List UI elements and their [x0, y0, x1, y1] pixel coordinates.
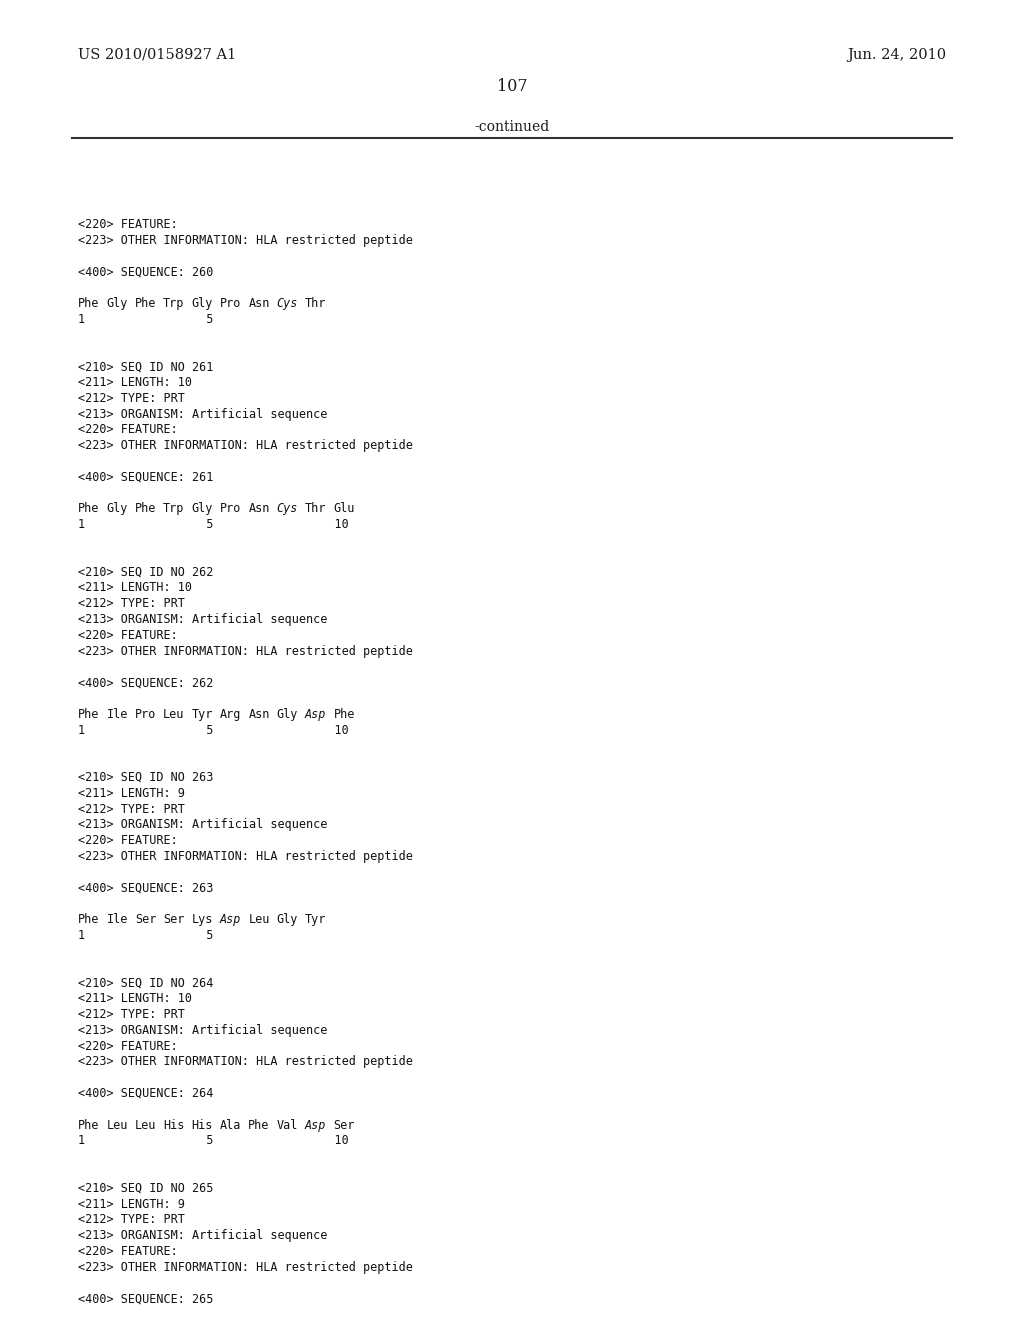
Text: Jun. 24, 2010: Jun. 24, 2010: [847, 48, 946, 62]
Text: Thr: Thr: [305, 503, 327, 515]
Text: Ala: Ala: [220, 1118, 242, 1131]
Text: Leu: Leu: [135, 1118, 156, 1131]
Text: Phe: Phe: [334, 708, 354, 721]
Text: <220> FEATURE:: <220> FEATURE:: [78, 424, 178, 437]
Text: 1                 5                 10: 1 5 10: [78, 723, 349, 737]
Text: 1                 5                 10: 1 5 10: [78, 1134, 349, 1147]
Text: 1                 5: 1 5: [78, 313, 213, 326]
Text: Phe: Phe: [248, 1118, 269, 1131]
Text: <210> SEQ ID NO 264: <210> SEQ ID NO 264: [78, 977, 213, 990]
Text: Cys: Cys: [276, 503, 298, 515]
Text: Trp: Trp: [163, 297, 184, 310]
Text: His: His: [191, 1118, 213, 1131]
Text: Asn: Asn: [248, 503, 269, 515]
Text: <223> OTHER INFORMATION: HLA restricted peptide: <223> OTHER INFORMATION: HLA restricted …: [78, 234, 413, 247]
Text: His: His: [163, 1118, 184, 1131]
Text: <210> SEQ ID NO 265: <210> SEQ ID NO 265: [78, 1181, 213, 1195]
Text: <400> SEQUENCE: 260: <400> SEQUENCE: 260: [78, 265, 213, 279]
Text: Leu: Leu: [248, 913, 269, 927]
Text: Glu: Glu: [334, 503, 354, 515]
Text: Lys: Lys: [191, 913, 213, 927]
Text: Cys: Cys: [276, 297, 298, 310]
Text: Gly: Gly: [276, 913, 298, 927]
Text: <213> ORGANISM: Artificial sequence: <213> ORGANISM: Artificial sequence: [78, 1024, 328, 1036]
Text: <210> SEQ ID NO 261: <210> SEQ ID NO 261: [78, 360, 213, 374]
Text: Leu: Leu: [163, 708, 184, 721]
Text: Gly: Gly: [106, 503, 128, 515]
Text: Asp: Asp: [305, 708, 327, 721]
Text: US 2010/0158927 A1: US 2010/0158927 A1: [78, 48, 237, 62]
Text: <223> OTHER INFORMATION: HLA restricted peptide: <223> OTHER INFORMATION: HLA restricted …: [78, 1056, 413, 1068]
Text: <213> ORGANISM: Artificial sequence: <213> ORGANISM: Artificial sequence: [78, 1229, 328, 1242]
Text: <400> SEQUENCE: 262: <400> SEQUENCE: 262: [78, 676, 213, 689]
Text: <212> TYPE: PRT: <212> TYPE: PRT: [78, 1008, 185, 1020]
Text: Pro: Pro: [220, 503, 242, 515]
Text: <211> LENGTH: 10: <211> LENGTH: 10: [78, 581, 193, 594]
Text: Trp: Trp: [163, 503, 184, 515]
Text: <400> SEQUENCE: 261: <400> SEQUENCE: 261: [78, 471, 213, 484]
Text: <213> ORGANISM: Artificial sequence: <213> ORGANISM: Artificial sequence: [78, 612, 328, 626]
Text: <220> FEATURE:: <220> FEATURE:: [78, 628, 178, 642]
Text: Phe: Phe: [78, 708, 99, 721]
Text: Val: Val: [276, 1118, 298, 1131]
Text: <212> TYPE: PRT: <212> TYPE: PRT: [78, 1213, 185, 1226]
Text: <400> SEQUENCE: 264: <400> SEQUENCE: 264: [78, 1086, 213, 1100]
Text: <213> ORGANISM: Artificial sequence: <213> ORGANISM: Artificial sequence: [78, 818, 328, 832]
Text: Asn: Asn: [248, 297, 269, 310]
Text: <211> LENGTH: 9: <211> LENGTH: 9: [78, 787, 185, 800]
Text: Phe: Phe: [78, 503, 99, 515]
Text: 1                 5                 10: 1 5 10: [78, 519, 349, 531]
Text: <212> TYPE: PRT: <212> TYPE: PRT: [78, 803, 185, 816]
Text: 107: 107: [497, 78, 527, 95]
Text: Gly: Gly: [106, 297, 128, 310]
Text: <223> OTHER INFORMATION: HLA restricted peptide: <223> OTHER INFORMATION: HLA restricted …: [78, 1261, 413, 1274]
Text: <213> ORGANISM: Artificial sequence: <213> ORGANISM: Artificial sequence: [78, 408, 328, 421]
Text: <223> OTHER INFORMATION: HLA restricted peptide: <223> OTHER INFORMATION: HLA restricted …: [78, 440, 413, 453]
Text: -continued: -continued: [474, 120, 550, 135]
Text: Gly: Gly: [191, 297, 213, 310]
Text: <212> TYPE: PRT: <212> TYPE: PRT: [78, 597, 185, 610]
Text: Ile: Ile: [106, 913, 128, 927]
Text: <211> LENGTH: 9: <211> LENGTH: 9: [78, 1197, 185, 1210]
Text: Phe: Phe: [78, 297, 99, 310]
Text: Ser: Ser: [135, 913, 156, 927]
Text: Asn: Asn: [248, 708, 269, 721]
Text: <212> TYPE: PRT: <212> TYPE: PRT: [78, 392, 185, 405]
Text: 1                 5: 1 5: [78, 929, 213, 942]
Text: Pro: Pro: [220, 297, 242, 310]
Text: <211> LENGTH: 10: <211> LENGTH: 10: [78, 376, 193, 389]
Text: <220> FEATURE:: <220> FEATURE:: [78, 1245, 178, 1258]
Text: <220> FEATURE:: <220> FEATURE:: [78, 834, 178, 847]
Text: Leu: Leu: [106, 1118, 128, 1131]
Text: Ser: Ser: [334, 1118, 354, 1131]
Text: <210> SEQ ID NO 262: <210> SEQ ID NO 262: [78, 565, 213, 578]
Text: Ile: Ile: [106, 708, 128, 721]
Text: <223> OTHER INFORMATION: HLA restricted peptide: <223> OTHER INFORMATION: HLA restricted …: [78, 850, 413, 863]
Text: Phe: Phe: [78, 1118, 99, 1131]
Text: Tyr: Tyr: [191, 708, 213, 721]
Text: <400> SEQUENCE: 263: <400> SEQUENCE: 263: [78, 882, 213, 895]
Text: Tyr: Tyr: [305, 913, 327, 927]
Text: Gly: Gly: [276, 708, 298, 721]
Text: Phe: Phe: [78, 913, 99, 927]
Text: <211> LENGTH: 10: <211> LENGTH: 10: [78, 993, 193, 1006]
Text: Phe: Phe: [135, 297, 156, 310]
Text: <220> FEATURE:: <220> FEATURE:: [78, 218, 178, 231]
Text: Asp: Asp: [220, 913, 242, 927]
Text: Phe: Phe: [135, 503, 156, 515]
Text: <220> FEATURE:: <220> FEATURE:: [78, 1040, 178, 1052]
Text: <223> OTHER INFORMATION: HLA restricted peptide: <223> OTHER INFORMATION: HLA restricted …: [78, 644, 413, 657]
Text: Asp: Asp: [305, 1118, 327, 1131]
Text: Arg: Arg: [220, 708, 242, 721]
Text: Gly: Gly: [191, 503, 213, 515]
Text: <400> SEQUENCE: 265: <400> SEQUENCE: 265: [78, 1292, 213, 1305]
Text: Pro: Pro: [135, 708, 156, 721]
Text: Thr: Thr: [305, 297, 327, 310]
Text: <210> SEQ ID NO 263: <210> SEQ ID NO 263: [78, 771, 213, 784]
Text: Ser: Ser: [163, 913, 184, 927]
